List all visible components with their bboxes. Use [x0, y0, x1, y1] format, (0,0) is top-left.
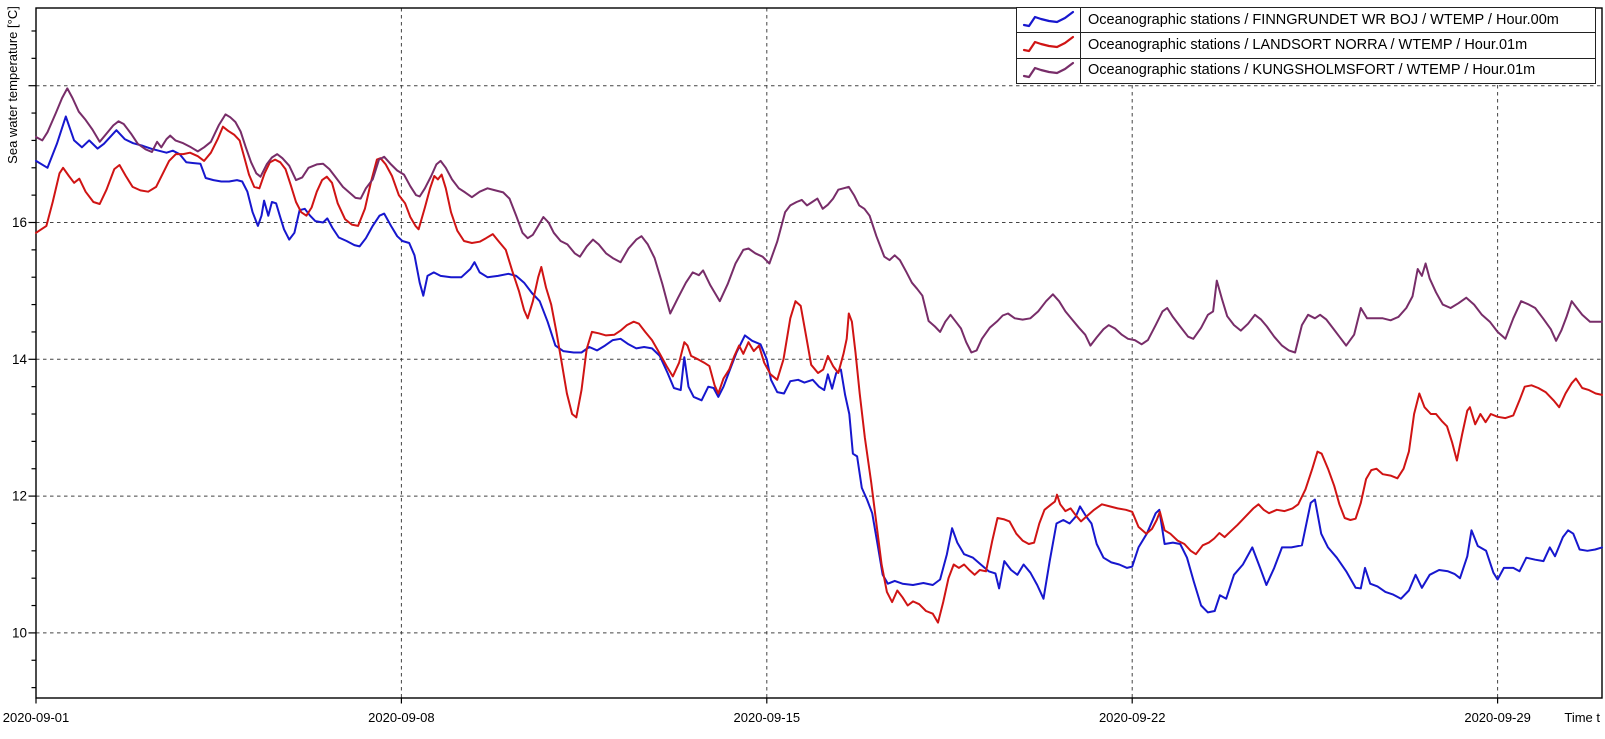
- axis-ticks: [28, 30, 1499, 704]
- legend-row: Oceanographic stations / LANDSORT NORRA …: [1017, 33, 1595, 59]
- x-tick-label: 2020-09-01: [3, 710, 70, 725]
- legend-row: Oceanographic stations / KUNGSHOLMSFORT …: [1017, 58, 1595, 83]
- series-line-0: [35, 115, 1603, 614]
- y-tick-label: 14: [12, 352, 28, 367]
- x-tick-label: 2020-09-29: [1464, 710, 1531, 725]
- series-line-1: [35, 125, 1603, 624]
- legend-row: Oceanographic stations / FINNGRUNDET WR …: [1017, 8, 1595, 34]
- axis-labels: 16 14 12 10 2020-09-01 2020-09-08 2020-09-15 20…: [3, 6, 1601, 725]
- series-line-2: [35, 87, 1603, 354]
- x-axis-title: Time t: [1564, 710, 1600, 725]
- legend-line-sample-icon: [1017, 58, 1081, 83]
- x-tick-label: 2020-09-22: [1099, 710, 1166, 725]
- y-tick-label: 10: [12, 625, 27, 640]
- y-axis-title: Sea water temperature [°C]: [5, 6, 20, 164]
- legend-label: Oceanographic stations / FINNGRUNDET WR …: [1088, 11, 1559, 28]
- plot-frame: [35, 7, 1603, 699]
- plot-border: [35, 7, 1603, 699]
- x-tick-label: 2020-09-15: [734, 710, 801, 725]
- gridlines: [36, 8, 1602, 698]
- y-tick-label: 16: [12, 215, 27, 230]
- legend-label: Oceanographic stations / KUNGSHOLMSFORT …: [1088, 62, 1536, 79]
- data-series: [35, 87, 1603, 624]
- x-tick-label: 2020-09-08: [368, 710, 435, 725]
- legend-line-sample-icon: [1017, 33, 1081, 58]
- legend-label: Oceanographic stations / LANDSORT NORRA …: [1088, 36, 1528, 53]
- legend: Oceanographic stations / FINNGRUNDET WR …: [1016, 7, 1596, 84]
- y-tick-label: 12: [12, 489, 27, 504]
- legend-line-sample-icon: [1017, 8, 1081, 33]
